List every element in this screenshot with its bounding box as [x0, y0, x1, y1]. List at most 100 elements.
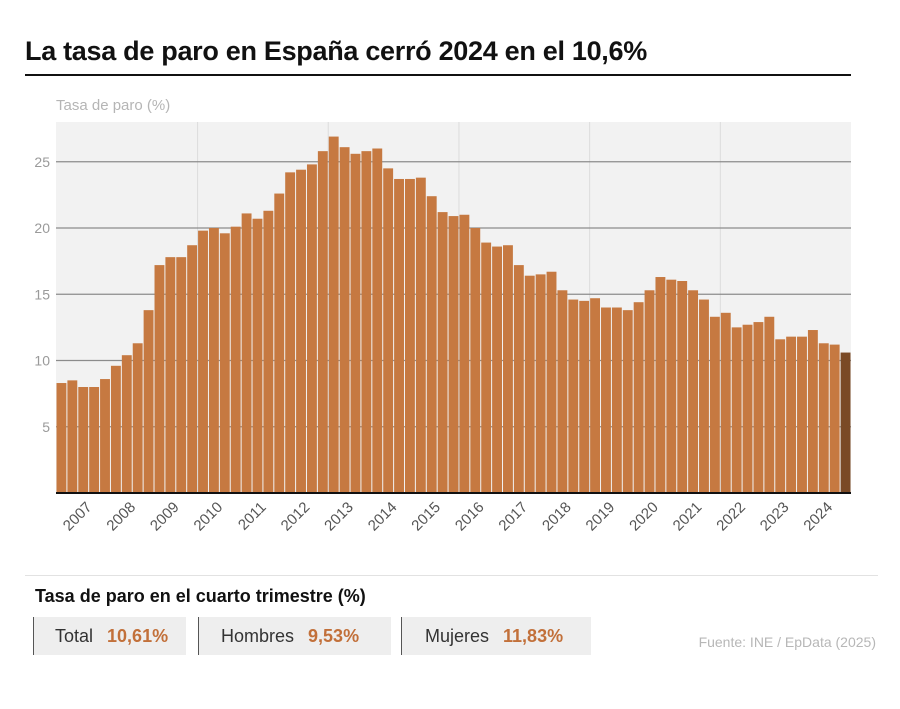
bar	[590, 298, 601, 493]
x-tick-label: 2023	[757, 499, 793, 535]
bar	[143, 310, 154, 493]
bar	[797, 336, 807, 493]
x-tick-label: 2015	[408, 499, 444, 535]
bar	[535, 274, 546, 493]
bar	[317, 151, 328, 493]
bar	[557, 290, 568, 493]
bar	[546, 271, 557, 493]
x-tick-label: 2017	[495, 499, 531, 535]
bar	[372, 148, 383, 493]
bar	[709, 316, 720, 493]
summary-title: Tasa de paro en el cuarto trimestre (%)	[35, 586, 366, 606]
bar	[132, 343, 143, 493]
bar	[786, 336, 797, 493]
bar	[829, 344, 840, 493]
stat-total: Total 10,61%	[33, 617, 186, 655]
bar	[208, 228, 219, 493]
bar	[437, 212, 448, 493]
x-tick-label: 2010	[191, 499, 227, 535]
y-tick-label: 25	[34, 154, 50, 170]
stat-women-value: 11,83%	[503, 625, 564, 646]
x-tick-label: 2012	[278, 499, 314, 535]
bar	[775, 339, 786, 493]
bar	[274, 193, 285, 494]
bar	[742, 324, 753, 493]
bar	[241, 213, 252, 494]
stat-total-label: Total	[55, 625, 94, 646]
bar	[818, 343, 829, 493]
source-note: Fuente: INE / EpData (2025)	[698, 634, 876, 650]
bar	[492, 246, 503, 493]
bar	[263, 210, 274, 493]
bar	[611, 307, 622, 493]
stat-men-value: 9,53%	[308, 625, 360, 646]
x-tick-label: 2011	[235, 499, 270, 534]
y-tick-label: 15	[34, 286, 50, 302]
x-tick-label: 2007	[60, 499, 96, 535]
x-tick-label: 2021	[670, 499, 706, 535]
bar	[807, 330, 818, 493]
stat-men: Hombres 9,53%	[198, 617, 391, 655]
bar	[622, 310, 633, 493]
bar	[677, 281, 688, 493]
bar	[426, 196, 437, 493]
y-tick-label: 10	[34, 353, 50, 369]
bar	[470, 228, 481, 493]
bar	[579, 300, 590, 493]
y-tick-label: 5	[42, 419, 50, 435]
bar	[187, 245, 198, 493]
bars	[56, 136, 851, 494]
bar	[394, 178, 404, 493]
bar	[568, 299, 579, 493]
bar	[699, 299, 709, 493]
bar	[601, 307, 611, 493]
title-divider	[25, 74, 851, 76]
x-tick-label: 2014	[365, 499, 401, 535]
bar	[252, 218, 263, 493]
bar	[655, 277, 666, 493]
x-tick-label: 2020	[626, 499, 662, 535]
stat-men-label: Hombres	[221, 625, 295, 646]
chart-title: La tasa de paro en España cerró 2024 en …	[25, 36, 647, 66]
bar	[666, 279, 677, 493]
bar	[644, 290, 655, 493]
x-tick-label: 2008	[103, 499, 139, 535]
stat-total-value: 10,61%	[107, 625, 169, 646]
bar	[459, 214, 470, 493]
bar	[328, 136, 339, 493]
bar	[415, 177, 426, 493]
bar	[481, 242, 492, 493]
y-tick-labels: 5 10 15 20 25	[34, 154, 50, 435]
bar	[404, 178, 415, 493]
bar	[165, 257, 176, 493]
bar	[198, 230, 208, 493]
x-tick-label: 2009	[147, 499, 183, 535]
bar	[219, 233, 230, 494]
bar	[306, 164, 317, 493]
bar	[285, 172, 296, 493]
bar	[448, 216, 459, 493]
bar	[100, 379, 110, 493]
bar	[67, 380, 78, 493]
bar	[840, 352, 851, 493]
x-tick-label: 2018	[539, 499, 575, 535]
bar	[361, 151, 372, 493]
bar	[720, 312, 731, 493]
x-tick-labels: 2007 2008 2009 2010 2011 2012 2013 2014 2015 2016…	[60, 499, 836, 535]
bar	[230, 226, 241, 494]
bar	[339, 147, 350, 494]
bar	[753, 322, 764, 493]
bar	[503, 245, 513, 493]
bar	[121, 355, 132, 493]
bar	[78, 387, 89, 493]
x-tick-label: 2019	[583, 499, 619, 535]
stat-women: Mujeres 11,83%	[401, 617, 591, 655]
bar	[731, 327, 742, 493]
bar	[296, 169, 306, 493]
bar	[764, 316, 775, 493]
bar	[176, 257, 187, 493]
bar	[56, 383, 67, 493]
bar	[89, 387, 100, 493]
bar	[110, 365, 121, 493]
